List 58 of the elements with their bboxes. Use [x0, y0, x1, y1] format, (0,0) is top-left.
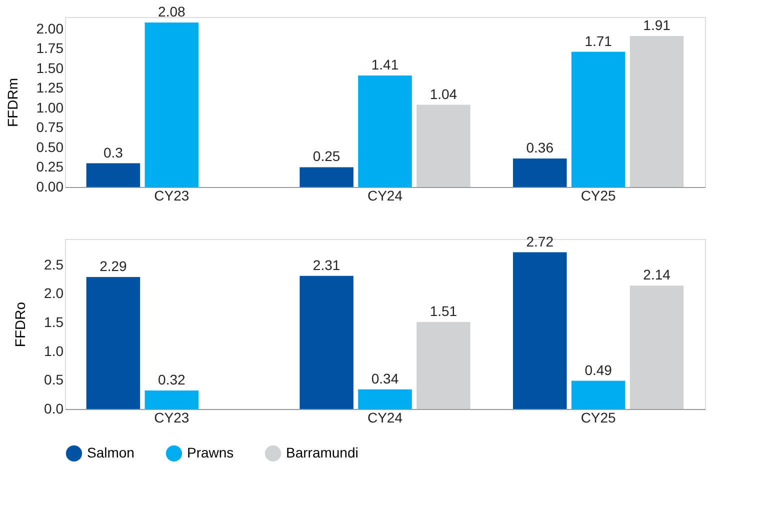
- y-tick-label: 0.5: [44, 372, 64, 388]
- data-label: 1.41: [371, 56, 399, 73]
- x-tick-label: CY25: [580, 410, 616, 426]
- data-label: 2.72: [526, 233, 554, 250]
- bar: [416, 104, 470, 187]
- data-label: 0.32: [158, 372, 186, 388]
- data-label: 1.04: [430, 86, 458, 102]
- data-label: 0.25: [312, 148, 340, 164]
- data-label: 2.31: [312, 256, 340, 273]
- bar: [358, 389, 412, 409]
- data-label: 0.34: [371, 370, 399, 386]
- legend-label: Prawns: [187, 444, 234, 460]
- y-tick-label: 2.00: [36, 20, 64, 36]
- bar: [300, 167, 354, 187]
- data-label: 0.49: [584, 362, 612, 378]
- x-tick-label: CY25: [580, 188, 616, 204]
- data-label: 2.14: [643, 266, 671, 283]
- legend-label: Salmon: [87, 444, 134, 460]
- data-label: 2.29: [100, 258, 128, 274]
- y-tick-label: 1.75: [36, 40, 64, 56]
- data-label: 1.51: [430, 302, 458, 319]
- bar: [86, 163, 140, 187]
- legend-label: Barramundi: [286, 444, 358, 460]
- y-axis-title: FFDRm: [4, 78, 20, 127]
- y-tick-label: 0.00: [36, 178, 64, 194]
- x-tick-label: CY24: [367, 188, 403, 204]
- data-label: 0.3: [103, 144, 124, 160]
- y-tick-label: 2.5: [44, 256, 64, 272]
- bar: [358, 76, 412, 187]
- data-label: 0.36: [526, 140, 554, 156]
- y-tick-label: 1.5: [44, 314, 64, 330]
- x-tick-label: CY23: [154, 188, 190, 204]
- x-tick-label: CY23: [154, 410, 190, 426]
- y-tick-label: 1.50: [36, 60, 64, 76]
- bar: [513, 158, 567, 187]
- y-tick-label: 1.0: [44, 342, 64, 359]
- x-tick-label: CY24: [367, 410, 403, 426]
- bar: [416, 322, 470, 409]
- bar: [513, 252, 567, 409]
- data-label: 2.08: [158, 4, 186, 20]
- bar: [630, 36, 684, 187]
- bar: [144, 22, 199, 187]
- bar: [86, 277, 140, 409]
- y-tick-label: 1.25: [36, 80, 64, 96]
- y-tick-label: 2.0: [44, 285, 64, 302]
- data-label: 1.71: [584, 32, 612, 49]
- y-axis-title: FFDRo: [12, 302, 28, 348]
- bar: [630, 286, 684, 409]
- y-tick-label: 0.50: [36, 138, 64, 155]
- bar: [571, 52, 626, 187]
- data-label: 1.91: [643, 16, 671, 33]
- bar: [300, 276, 354, 409]
- bar: [571, 380, 626, 409]
- y-tick-label: 0.25: [36, 158, 64, 175]
- y-tick-label: 0.0: [44, 400, 64, 416]
- y-tick-label: 1.00: [36, 99, 64, 116]
- bar: [144, 390, 199, 409]
- y-tick-label: 0.75: [36, 119, 64, 136]
